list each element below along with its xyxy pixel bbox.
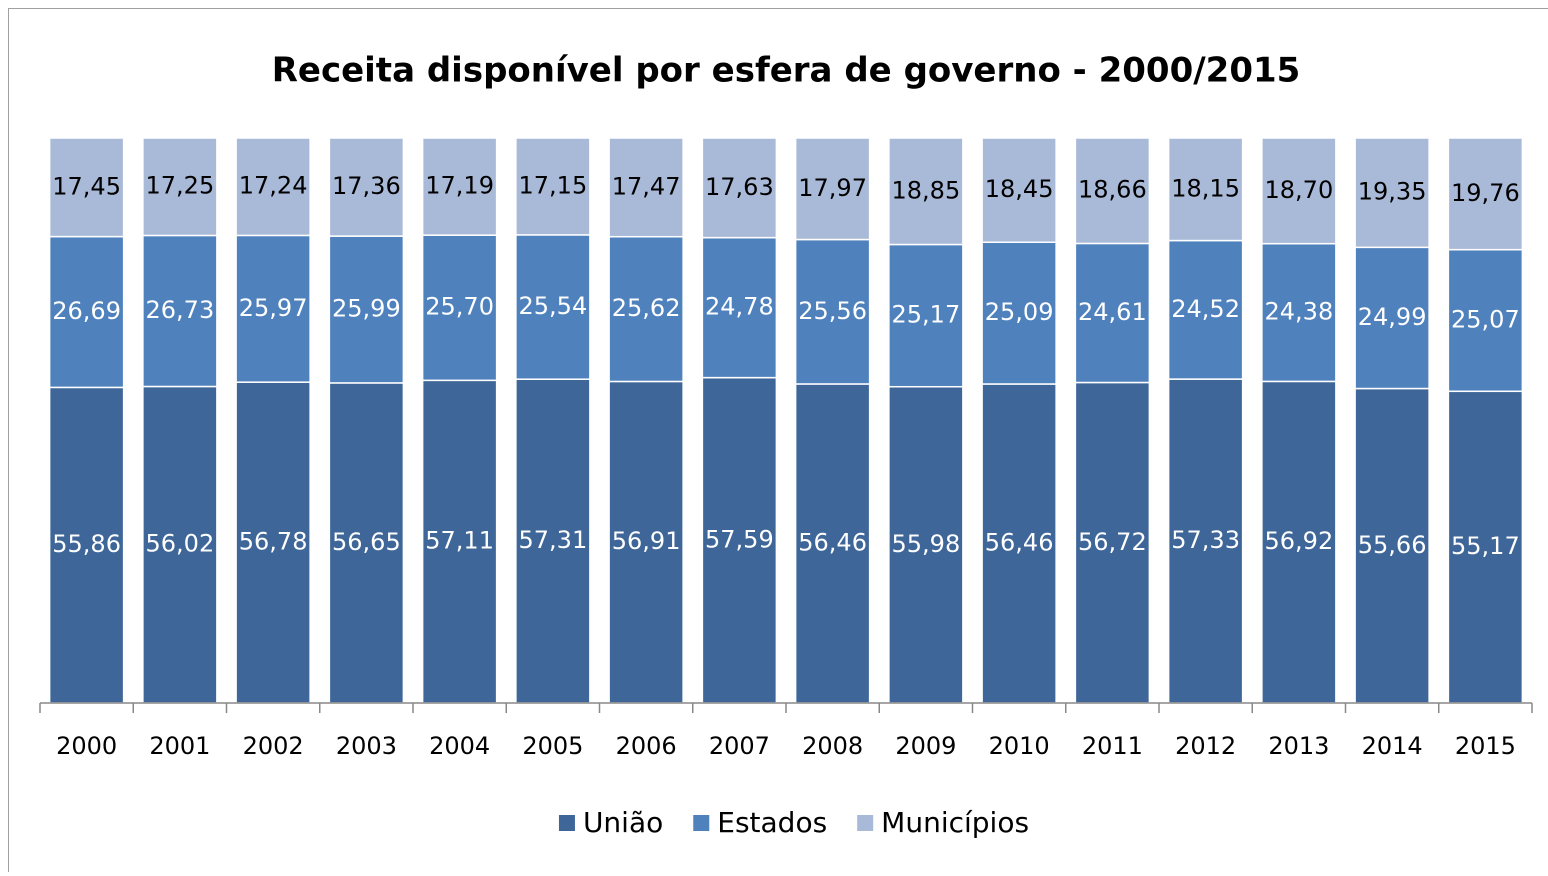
data-label: 25,07 (1451, 305, 1520, 333)
data-label: 55,66 (1358, 531, 1427, 559)
x-tick-label: 2001 (149, 732, 210, 760)
legend-label: Estados (717, 806, 827, 839)
data-label: 17,15 (519, 171, 588, 199)
data-label: 56,02 (146, 530, 215, 558)
data-label: 56,46 (985, 529, 1054, 557)
data-label: 55,86 (52, 530, 121, 558)
x-tick-label: 2003 (336, 732, 397, 760)
legend-label: União (583, 806, 663, 839)
data-label: 25,97 (239, 294, 308, 322)
data-label: 25,70 (425, 293, 494, 321)
data-label: 26,69 (52, 297, 121, 325)
legend-label: Municípios (881, 806, 1029, 839)
data-label: 17,36 (332, 172, 401, 200)
x-tick-label: 2011 (1082, 732, 1143, 760)
data-label: 24,52 (1171, 295, 1240, 323)
data-label: 17,97 (798, 174, 867, 202)
data-label: 25,99 (332, 295, 401, 323)
data-label: 56,78 (239, 528, 308, 556)
x-tick-label: 2013 (1268, 732, 1329, 760)
x-tick-label: 2012 (1175, 732, 1236, 760)
x-tick-label: 2006 (616, 732, 677, 760)
data-label: 25,62 (612, 294, 681, 322)
legend-swatch (559, 815, 575, 831)
data-label: 25,17 (892, 301, 961, 329)
data-label: 24,78 (705, 293, 774, 321)
data-label: 56,65 (332, 528, 401, 556)
data-label: 56,46 (798, 528, 867, 556)
data-label: 17,19 (425, 172, 494, 200)
data-label: 19,35 (1358, 178, 1427, 206)
data-label: 24,61 (1078, 298, 1147, 326)
data-label: 25,54 (519, 292, 588, 320)
data-label: 17,45 (52, 172, 121, 200)
data-label: 25,56 (798, 297, 867, 325)
data-label: 17,47 (612, 172, 681, 200)
x-tick-label: 2008 (802, 732, 863, 760)
x-tick-label: 2014 (1362, 732, 1423, 760)
x-tick-label: 2000 (56, 732, 117, 760)
data-label: 57,33 (1171, 526, 1240, 554)
data-label: 18,85 (892, 176, 961, 204)
x-tick-label: 2005 (522, 732, 583, 760)
x-tick-label: 2015 (1455, 732, 1516, 760)
data-label: 56,72 (1078, 528, 1147, 556)
legend-swatch (693, 815, 709, 831)
data-label: 57,11 (425, 527, 494, 555)
data-label: 24,38 (1265, 298, 1334, 326)
data-label: 55,98 (892, 530, 961, 558)
data-label: 25,09 (985, 298, 1054, 326)
data-label: 19,76 (1451, 179, 1520, 207)
data-label: 18,15 (1171, 174, 1240, 202)
data-label: 24,99 (1358, 303, 1427, 331)
data-label: 17,63 (705, 173, 774, 201)
legend-swatch (857, 815, 873, 831)
data-label: 56,91 (612, 527, 681, 555)
data-label: 17,25 (146, 172, 215, 200)
data-label: 55,17 (1451, 532, 1520, 560)
data-label: 57,59 (705, 525, 774, 553)
data-label: 17,24 (239, 172, 308, 200)
x-tick-label: 2010 (989, 732, 1050, 760)
data-label: 26,73 (146, 296, 215, 324)
x-tick-label: 2002 (243, 732, 304, 760)
x-tick-label: 2004 (429, 732, 490, 760)
chart-title: Receita disponível por esfera de governo… (272, 51, 1301, 91)
data-label: 56,92 (1265, 527, 1334, 555)
data-label: 57,31 (519, 526, 588, 554)
x-tick-label: 2009 (895, 732, 956, 760)
data-label: 18,66 (1078, 176, 1147, 204)
data-label: 18,45 (985, 175, 1054, 203)
data-label: 18,70 (1265, 176, 1334, 204)
x-tick-label: 2007 (709, 732, 770, 760)
